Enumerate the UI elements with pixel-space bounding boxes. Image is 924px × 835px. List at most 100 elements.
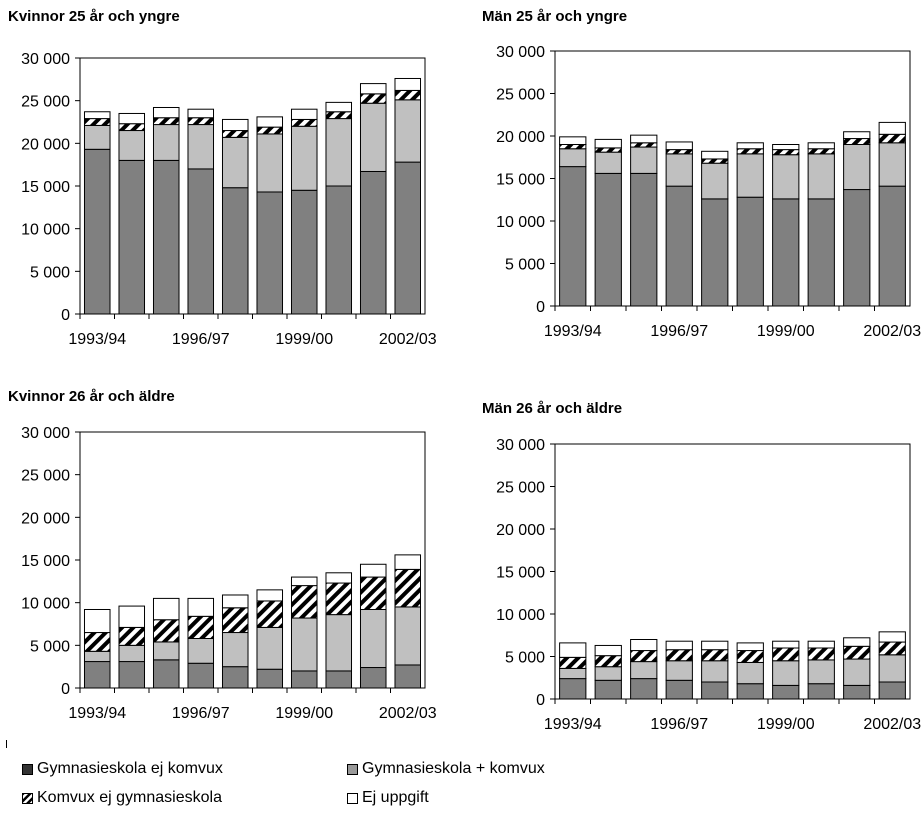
bar-segment-gymnasieskola-komvux-1995-96	[630, 661, 658, 680]
y-tick-label: 0	[61, 307, 70, 324]
y-tick-label: 10 000	[496, 607, 545, 624]
x-tick-label: 2002/03	[863, 323, 921, 340]
bar-segment-komvux-ej-gymnasieskola-1996-97	[187, 615, 215, 640]
bar-segment-gymnasieskola-komvux-2000-01	[807, 659, 835, 685]
legend-swatch-white	[347, 792, 358, 804]
bar-segment-gymnasieskola-ej-komvux-1993-94	[83, 148, 111, 315]
bar-segment-komvux-ej-gymnasieskola-1998-99	[256, 600, 284, 628]
bar-segment-gymnasieskola-komvux-1994-95	[594, 666, 622, 681]
bar-segment-gymnasieskola-ej-komvux-1995-96	[630, 678, 658, 700]
bar-segment-gymnasieskola-komvux-2000-01	[325, 614, 353, 672]
y-tick-label: 5 000	[505, 257, 545, 274]
bar-segment-komvux-ej-gymnasieskola-2002-03	[394, 89, 422, 101]
bar-segment-gymnasieskola-komvux-1996-97	[665, 153, 693, 187]
bar-segment-komvux-ej-gymnasieskola-2002-03	[878, 641, 906, 656]
bar-segment-gymnasieskola-ej-komvux-1995-96	[630, 172, 658, 307]
chart-title-kvinnor-25: Kvinnor 25 år och yngre	[8, 8, 180, 25]
bar-segment-ej-uppgift-2000-01	[807, 640, 835, 649]
bar-segment-gymnasieskola-ej-komvux-2001-02	[843, 189, 871, 307]
bar-segment-gymnasieskola-komvux-1998-99	[256, 133, 284, 193]
bar-segment-komvux-ej-gymnasieskola-1998-99	[256, 126, 284, 135]
legend: Gymnasieskola ej komvux Gymnasieskola + …	[22, 760, 642, 822]
bar-segment-gymnasieskola-ej-komvux-1993-94	[83, 661, 111, 689]
y-tick-label: 20 000	[21, 136, 70, 153]
bar-segment-gymnasieskola-komvux-1994-95	[118, 130, 146, 161]
bar-segment-komvux-ej-gymnasieskola-1997-98	[701, 649, 729, 662]
bar-segment-gymnasieskola-komvux-2001-02	[843, 144, 871, 191]
bar-segment-komvux-ej-gymnasieskola-1993-94	[83, 632, 111, 652]
y-tick-label: 0	[536, 692, 545, 709]
bar-segment-ej-uppgift-1994-95	[594, 138, 622, 149]
bar-segment-gymnasieskola-ej-komvux-2002-03	[394, 161, 422, 315]
bar-segment-ej-uppgift-1995-96	[630, 134, 658, 144]
bar-segment-ej-uppgift-1995-96	[152, 106, 180, 119]
bar-segment-gymnasieskola-komvux-1996-97	[187, 124, 215, 170]
y-tick-label: 25 000	[21, 468, 70, 485]
x-tick-label: 2002/03	[863, 716, 921, 733]
bar-segment-gymnasieskola-komvux-1997-98	[221, 632, 249, 668]
legend-item-ej-uppgift: Ej uppgift	[347, 789, 429, 807]
bar-segment-gymnasieskola-ej-komvux-1996-97	[665, 679, 693, 700]
bar-segment-komvux-ej-gymnasieskola-1996-97	[665, 149, 693, 155]
bar-segment-komvux-ej-gymnasieskola-2000-01	[807, 148, 835, 155]
legend-item-komvux-ej-gymnasieskola: Komvux ej gymnasieskola	[22, 789, 222, 807]
charts-canvas: 0 5 000 10 000 15 000 20 000 25 000 30 000 1993…	[21, 44, 921, 733]
bar-segment-gymnasieskola-ej-komvux-1996-97	[665, 185, 693, 307]
legend-swatch-dark-gray	[22, 763, 33, 775]
bar-segment-gymnasieskola-ej-komvux-2002-03	[878, 185, 906, 307]
bar-segment-gymnasieskola-komvux-1997-98	[701, 660, 729, 683]
bar-segment-gymnasieskola-komvux-1997-98	[701, 162, 729, 200]
bar-segment-komvux-ej-gymnasieskola-1995-96	[630, 142, 658, 148]
legend-label: Gymnasieskola ej komvux	[37, 760, 223, 777]
bar-segment-gymnasieskola-ej-komvux-1998-99	[736, 683, 764, 700]
bar-segment-gymnasieskola-ej-komvux-2000-01	[807, 683, 835, 700]
bar-segment-gymnasieskola-ej-komvux-2001-02	[359, 667, 387, 689]
bar-segment-ej-uppgift-1996-97	[665, 640, 693, 651]
chart-title-man-26: Män 26 år och äldre	[482, 400, 623, 417]
bar-segment-komvux-ej-gymnasieskola-1993-94	[559, 656, 587, 669]
y-tick-label: 5 000	[30, 264, 70, 281]
bar-segment-komvux-ej-gymnasieskola-2002-03	[878, 133, 906, 144]
x-tick-label: 1993/94	[68, 705, 126, 722]
bar-segment-ej-uppgift-1998-99	[736, 642, 764, 652]
bar-segment-komvux-ej-gymnasieskola-1994-95	[118, 123, 146, 132]
x-tick-label: 1996/97	[172, 705, 230, 722]
bar-segment-gymnasieskola-komvux-1999-00	[772, 154, 800, 200]
y-tick-label: 15 000	[21, 553, 70, 570]
bar-segment-komvux-ej-gymnasieskola-1998-99	[736, 148, 764, 155]
x-tick-label: 1996/97	[650, 323, 708, 340]
bar-segment-komvux-ej-gymnasieskola-1995-96	[630, 650, 658, 663]
bar-segment-ej-uppgift-2002-03	[878, 121, 906, 135]
y-tick-label: 15 000	[496, 172, 545, 189]
legend-item-gymnasieskola-ej-komvux: Gymnasieskola ej komvux	[22, 760, 223, 778]
bar-segment-gymnasieskola-ej-komvux-1993-94	[559, 166, 587, 307]
bar-segment-komvux-ej-gymnasieskola-1995-96	[152, 117, 180, 126]
bar-segment-gymnasieskola-komvux-1993-94	[559, 148, 587, 168]
bar-segment-ej-uppgift-1997-98	[701, 150, 729, 160]
bar-segment-gymnasieskola-ej-komvux-2001-02	[359, 170, 387, 315]
bar-segment-ej-uppgift-1999-00	[772, 640, 800, 649]
bar-segment-ej-uppgift-2002-03	[394, 77, 422, 91]
bar-segment-gymnasieskola-komvux-2001-02	[843, 658, 871, 686]
bar-segment-gymnasieskola-ej-komvux-1995-96	[152, 659, 180, 689]
y-tick-label: 0	[536, 299, 545, 316]
bar-segment-ej-uppgift-2002-03	[878, 631, 906, 643]
bar-segment-komvux-ej-gymnasieskola-1999-00	[772, 149, 800, 156]
bar-segment-komvux-ej-gymnasieskola-1995-96	[152, 619, 180, 643]
bar-segment-gymnasieskola-ej-komvux-1996-97	[187, 168, 215, 315]
x-tick-label: 1999/00	[275, 705, 333, 722]
bar-segment-gymnasieskola-komvux-1998-99	[736, 153, 764, 198]
bar-segment-komvux-ej-gymnasieskola-2000-01	[325, 111, 353, 120]
bar-segment-gymnasieskola-ej-komvux-1997-98	[701, 198, 729, 307]
bar-segment-ej-uppgift-1995-96	[152, 597, 180, 621]
bar-segment-ej-uppgift-1994-95	[118, 605, 146, 628]
x-tick-label: 1996/97	[650, 716, 708, 733]
bar-segment-gymnasieskola-komvux-1993-94	[83, 650, 111, 663]
bar-segment-komvux-ej-gymnasieskola-1996-97	[187, 117, 215, 126]
x-tick-label: 1993/94	[544, 716, 602, 733]
bar-segment-komvux-ej-gymnasieskola-1993-94	[559, 144, 587, 150]
bar-segment-gymnasieskola-komvux-1994-95	[594, 151, 622, 174]
bar-segment-ej-uppgift-1999-00	[772, 144, 800, 151]
bar-segment-gymnasieskola-komvux-1998-99	[736, 661, 764, 685]
bar-segment-komvux-ej-gymnasieskola-1999-00	[290, 118, 318, 127]
